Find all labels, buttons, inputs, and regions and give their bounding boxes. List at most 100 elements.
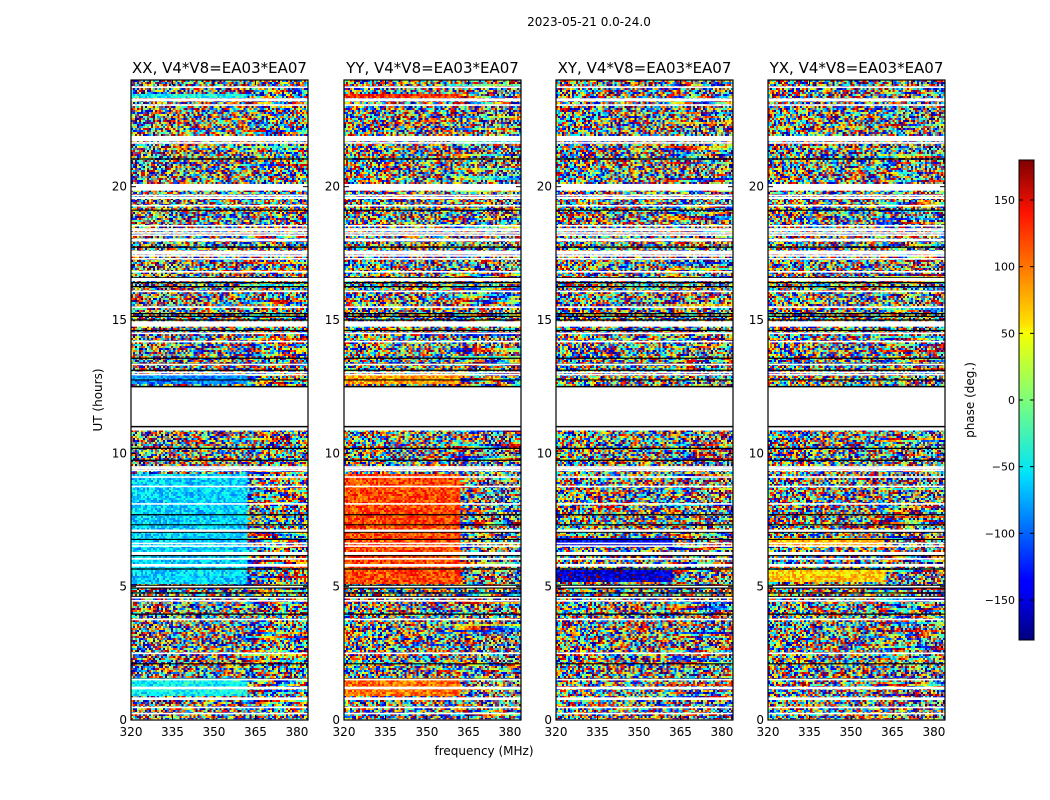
- flagged-row: [131, 466, 308, 468]
- figure-title: 2023-05-21 0.0-24.0: [527, 15, 651, 29]
- flagged-row: [768, 257, 945, 260]
- flagged-interval: [556, 686, 733, 690]
- panel-title: YX, V4*V8=EA03*EA07: [769, 59, 944, 77]
- flagged-interval: [768, 321, 945, 327]
- flagged-row: [768, 234, 945, 236]
- flagged-interval: [556, 250, 733, 255]
- flagged-row: [768, 678, 945, 681]
- flagged-row: [768, 204, 945, 207]
- flagged-row: [344, 229, 521, 232]
- flagged-row: [131, 257, 308, 260]
- flagged-row: [344, 232, 521, 234]
- flagged-row: [556, 596, 733, 599]
- flagged-row: [556, 86, 733, 88]
- flagged-row: [556, 373, 733, 376]
- flagged-row: [131, 306, 308, 308]
- flagged-row: [344, 485, 521, 488]
- flagged-interval: [768, 686, 945, 690]
- flagged-interval: [768, 98, 945, 102]
- flagged-row: [768, 599, 945, 602]
- flagged-row: [768, 363, 945, 366]
- flagged-row: [768, 466, 945, 468]
- flagged-interval: [768, 697, 945, 700]
- flagged-row: [768, 545, 945, 547]
- flagged-row: [131, 229, 308, 232]
- flagged-interval: [556, 386, 733, 427]
- y-tick-label: 20: [112, 180, 127, 194]
- flagged-row: [768, 426, 945, 429]
- flagged-row: [131, 545, 308, 547]
- flagged-row: [344, 363, 521, 366]
- flagged-row: [556, 712, 733, 715]
- y-tick-label: 20: [325, 180, 340, 194]
- flagged-interval: [344, 552, 521, 555]
- flagged-row: [556, 678, 733, 681]
- y-tick-label: 15: [325, 313, 340, 327]
- flagged-row: [768, 271, 945, 273]
- flagged-row: [344, 234, 521, 236]
- flagged-interval: [344, 386, 521, 427]
- flagged-row: [131, 228, 308, 230]
- flagged-row: [556, 340, 733, 343]
- flagged-row: [344, 545, 521, 547]
- y-tick-label: 5: [756, 580, 764, 594]
- flagged-row: [131, 428, 308, 430]
- flagged-row: [344, 271, 521, 273]
- flagged-interval: [344, 686, 521, 690]
- flagged-row: [556, 197, 733, 200]
- flagged-interval: [556, 184, 733, 191]
- flagged-interval: [556, 136, 733, 142]
- flagged-interval: [131, 98, 308, 102]
- flagged-row: [344, 204, 521, 207]
- x-tick-label: 365: [457, 725, 480, 739]
- x-tick-label: 320: [545, 725, 568, 739]
- flagged-row: [131, 204, 308, 207]
- flagged-row: [131, 340, 308, 343]
- flagged-row: [344, 466, 521, 468]
- y-tick-label: 10: [537, 446, 552, 460]
- x-tick-label: 320: [757, 725, 780, 739]
- flagged-row: [131, 585, 308, 588]
- x-tick-label: 365: [244, 725, 267, 739]
- x-tick-label: 380: [710, 725, 733, 739]
- x-tick-label: 350: [416, 725, 439, 739]
- flagged-row: [556, 371, 733, 374]
- flagged-row: [344, 678, 521, 681]
- flagged-row: [768, 290, 945, 293]
- flagged-row: [131, 428, 308, 431]
- y-tick-label: 0: [332, 713, 340, 727]
- flagged-interval: [344, 250, 521, 255]
- flagged-row: [768, 706, 945, 709]
- flagged-row: [131, 712, 308, 715]
- flagged-row: [344, 279, 521, 282]
- x-tick-label: 380: [285, 725, 308, 739]
- flagged-row: [556, 545, 733, 547]
- flagged-row: [768, 306, 945, 308]
- flagged-row: [768, 373, 945, 376]
- flagged-row: [556, 279, 733, 282]
- panel-yy: YY, V4*V8=EA03*EA07 320 335 350 365 380 0 5 10 15…: [325, 59, 522, 739]
- x-tick-label: 320: [333, 725, 356, 739]
- flagged-row: [556, 142, 733, 144]
- flagged-interval: [344, 238, 521, 242]
- flagged-row: [768, 542, 945, 545]
- flagged-row: [131, 371, 308, 374]
- flagged-row: [556, 271, 733, 273]
- flagged-row: [768, 228, 945, 230]
- flagged-interval: [131, 552, 308, 555]
- flagged-row: [768, 596, 945, 599]
- flagged-interval: [768, 184, 945, 191]
- flagged-row: [556, 194, 733, 197]
- x-axis-label: frequency (MHz): [434, 744, 533, 758]
- flagged-row: [131, 197, 308, 200]
- flagged-interval: [131, 136, 308, 142]
- flagged-interval: [131, 564, 308, 567]
- flagged-row: [131, 373, 308, 376]
- panel-xx: XX, V4*V8=EA03*EA07 320 335 350 365 380 0 5 10 15…: [112, 59, 309, 739]
- panel-title: YY, V4*V8=EA03*EA07: [345, 59, 519, 77]
- flagged-interval: [131, 697, 308, 700]
- panel-title: XX, V4*V8=EA03*EA07: [132, 59, 307, 77]
- flagged-row: [344, 142, 521, 144]
- flagged-row: [344, 542, 521, 545]
